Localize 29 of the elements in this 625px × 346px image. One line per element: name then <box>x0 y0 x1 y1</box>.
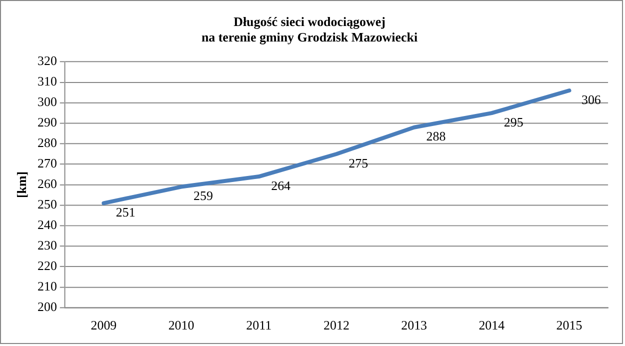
y-tick-label: 230 <box>37 238 57 253</box>
y-tick-label: 300 <box>37 94 57 110</box>
x-tick-label: 2010 <box>168 318 194 333</box>
data-label: 251 <box>116 204 136 220</box>
x-tick-label: 2011 <box>246 318 272 333</box>
x-tick-label: 2014 <box>478 318 506 333</box>
y-tick-label: 210 <box>37 278 57 294</box>
y-axis-title: [km] <box>14 171 30 198</box>
y-tick-label: 260 <box>37 176 57 192</box>
y-tick-label: 290 <box>37 114 57 130</box>
y-tick-label: 220 <box>37 258 57 274</box>
x-tick-label: 2009 <box>90 318 117 333</box>
data-label: 264 <box>271 178 292 193</box>
y-tick-label: 310 <box>37 74 57 89</box>
y-tick-label: 250 <box>37 196 57 212</box>
y-tick-label: 280 <box>37 135 57 150</box>
data-label: 306 <box>581 92 602 107</box>
data-label: 275 <box>348 155 368 170</box>
data-label: 288 <box>426 128 446 144</box>
x-tick-label: 2015 <box>556 318 582 333</box>
x-tick-label: 2012 <box>324 318 350 333</box>
y-tick-label: 270 <box>37 156 57 171</box>
data-label: 259 <box>193 188 213 204</box>
x-tick-label: 2013 <box>401 318 428 333</box>
data-label: 295 <box>504 114 524 130</box>
y-tick-label: 240 <box>37 217 57 232</box>
y-tick-label: 200 <box>37 299 57 314</box>
y-tick-label: 320 <box>37 53 57 68</box>
chart-title: Długość sieci wodociągowej na terenie gminy Grodzisk Mazowiecki <box>201 14 418 45</box>
